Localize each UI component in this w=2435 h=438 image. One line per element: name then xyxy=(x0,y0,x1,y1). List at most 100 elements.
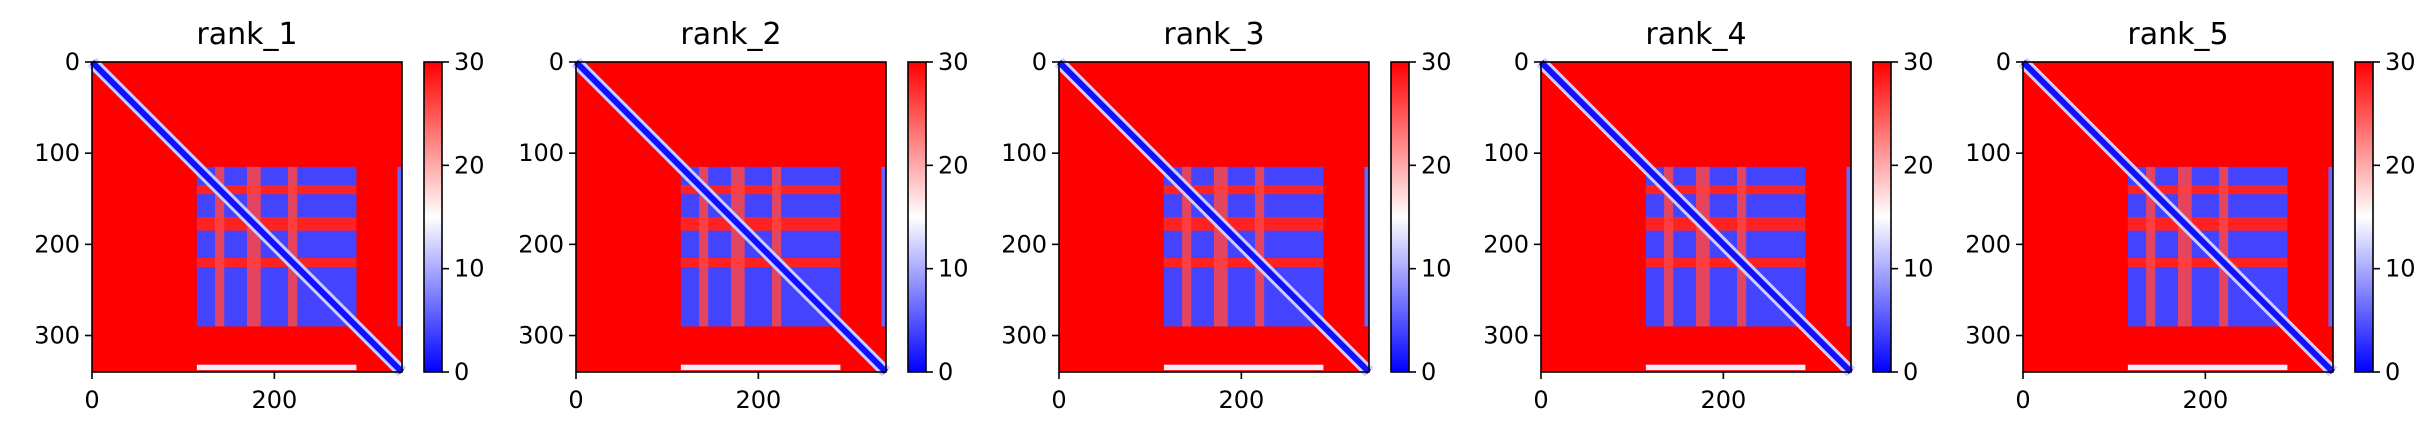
colorbar xyxy=(908,62,926,372)
x-tick-label: 200 xyxy=(1700,386,1746,414)
heatmap-row-band xyxy=(1645,185,1806,195)
colorbar-tick-label: 20 xyxy=(938,151,969,179)
y-tick-label: 0 xyxy=(1032,48,1047,76)
x-tick-label: 0 xyxy=(84,386,99,414)
x-tick-label: 200 xyxy=(251,386,297,414)
colorbar xyxy=(1391,62,1409,372)
heatmap-row-band xyxy=(1645,258,1806,268)
colorbar-tick-label: 10 xyxy=(2385,255,2416,283)
colorbar-frame xyxy=(1872,61,1892,373)
x-tick-label: 0 xyxy=(2015,386,2030,414)
heatmap-col-band xyxy=(1664,166,1674,327)
heatmap-cells xyxy=(2018,57,2338,377)
heatmap-bottom-strip xyxy=(1645,364,1806,371)
colorbar-tick-label: 30 xyxy=(2385,48,2416,76)
y-tick-label: 300 xyxy=(1001,322,1047,350)
y-tick-label: 100 xyxy=(1965,139,2011,167)
heatmap-col-band xyxy=(772,166,782,327)
heatmap-col-band xyxy=(2146,166,2156,327)
y-tick-label: 200 xyxy=(518,230,564,258)
heatmap-row-band xyxy=(1645,217,1806,231)
colorbar xyxy=(2355,62,2373,372)
plot-frame xyxy=(575,61,887,373)
colorbar-tick-label: 30 xyxy=(938,48,969,76)
panel-title: rank_2 xyxy=(680,17,781,52)
y-tick-label: 200 xyxy=(1483,230,1529,258)
y-tick-label: 300 xyxy=(34,322,80,350)
y-tick-label: 100 xyxy=(34,139,80,167)
heatmap-col-band xyxy=(1214,166,1228,327)
heatmap-col-band xyxy=(288,166,298,327)
y-tick-label: 300 xyxy=(518,322,564,350)
heatmap-row-band xyxy=(2127,217,2288,231)
y-tick-label: 200 xyxy=(1965,230,2011,258)
y-tick-label: 100 xyxy=(1001,139,1047,167)
colorbar-frame xyxy=(907,61,927,373)
heatmap-col-band xyxy=(731,166,745,327)
heatmap-row-band xyxy=(680,258,841,268)
heatmap-cells xyxy=(1536,57,1856,377)
heatmap-cells xyxy=(1054,57,1374,377)
colorbar-tick-label: 0 xyxy=(938,358,953,386)
heatmap-diagonal xyxy=(89,59,405,375)
colorbar-tick-label: 10 xyxy=(454,255,485,283)
heatmap-row-band xyxy=(680,217,841,231)
y-tick-label: 300 xyxy=(1483,322,1529,350)
heatmap-bottom-strip xyxy=(1163,364,1324,371)
y-tick-label: 200 xyxy=(34,230,80,258)
colorbar-frame xyxy=(423,61,443,373)
heatmap-bottom-strip xyxy=(2127,364,2288,371)
x-tick-label: 0 xyxy=(1051,386,1066,414)
heatmap-edge-block xyxy=(1846,166,1851,327)
colorbar-tick-label: 0 xyxy=(2385,358,2400,386)
colorbar-frame xyxy=(2354,61,2374,373)
colorbar-tick-label: 0 xyxy=(1903,358,1918,386)
colorbar-tick-label: 30 xyxy=(1421,48,1452,76)
heatmap-col-band xyxy=(2178,166,2192,327)
heatmap-row-band xyxy=(196,185,357,195)
x-tick-label: 200 xyxy=(1218,386,1264,414)
heatmap-row-band xyxy=(2127,258,2288,268)
heatmap-panel-3: rank_3 0 100 200 300 0 200 0 10 20 30 xyxy=(1001,17,1451,414)
heatmap-row-band xyxy=(1163,185,1324,195)
colorbar-tick-label: 20 xyxy=(1421,151,1452,179)
heatmap-row-band xyxy=(196,217,357,231)
y-tick-label: 0 xyxy=(65,48,80,76)
y-tick-label: 100 xyxy=(518,139,564,167)
y-tick-label: 0 xyxy=(1514,48,1529,76)
heatmap-col-band xyxy=(247,166,261,327)
heatmap-col-band xyxy=(1182,166,1192,327)
heatmap-cells xyxy=(571,57,891,377)
x-tick-label: 200 xyxy=(2182,386,2228,414)
heatmap-panel-4: rank_4 0 100 200 300 0 200 0 10 20 30 xyxy=(1483,17,1933,414)
heatmap-row-band xyxy=(1163,258,1324,268)
x-tick-label: 0 xyxy=(568,386,583,414)
heatmap-edge-block xyxy=(881,166,886,327)
heatmap-col-band xyxy=(215,166,225,327)
heatmap-col-band xyxy=(1255,166,1265,327)
colorbar-tick-label: 20 xyxy=(454,151,485,179)
panel-title: rank_3 xyxy=(1163,17,1264,52)
heatmap-edge-block xyxy=(2328,166,2333,327)
heatmap-bottom-strip xyxy=(680,364,841,371)
colorbar-tick-label: 30 xyxy=(454,48,485,76)
plot-frame xyxy=(1540,61,1852,373)
heatmap-diagonal xyxy=(1538,59,1854,375)
heatmap-row-band xyxy=(680,185,841,195)
colorbar-tick-label: 10 xyxy=(938,255,969,283)
colorbar xyxy=(424,62,442,372)
colorbar-tick-label: 20 xyxy=(1903,151,1934,179)
plot-frame xyxy=(91,61,403,373)
colorbar-frame xyxy=(1390,61,1410,373)
heatmap-row-band xyxy=(1163,217,1324,231)
panel-title: rank_1 xyxy=(196,17,297,52)
panel-title: rank_5 xyxy=(2127,17,2228,52)
y-tick-label: 0 xyxy=(1996,48,2011,76)
heatmap-cells xyxy=(87,57,407,377)
x-tick-label: 200 xyxy=(735,386,781,414)
heatmap-row-band xyxy=(2127,185,2288,195)
heatmap-bottom-strip xyxy=(196,364,357,371)
heatmap-edge-block xyxy=(397,166,402,327)
heatmap-panel-2: rank_2 0 100 200 300 0 200 0 10 20 30 xyxy=(518,17,968,414)
